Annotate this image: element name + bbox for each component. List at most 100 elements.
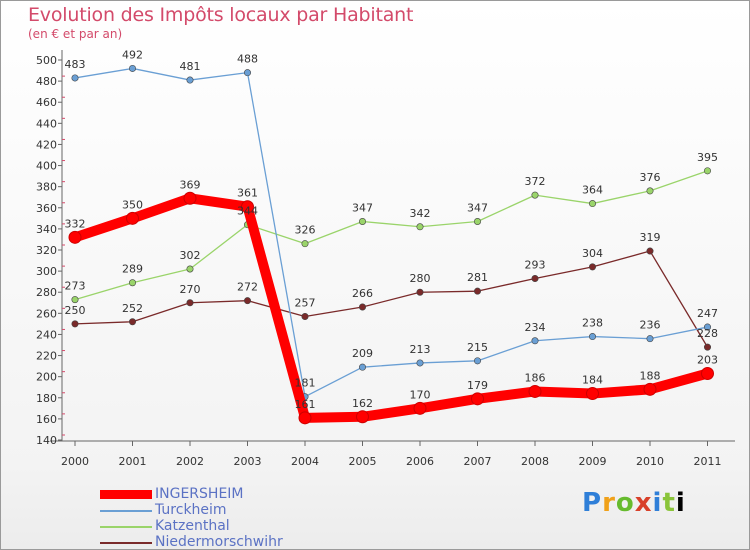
data-label-turckheim: 247 xyxy=(697,307,718,320)
y-tick-label: 320 xyxy=(36,244,57,257)
data-label-ingersheim: 332 xyxy=(65,217,86,230)
logo-letter: o xyxy=(615,488,635,518)
x-tick-label: 2008 xyxy=(521,455,549,468)
data-label-katzenthal: 273 xyxy=(65,280,86,293)
series-line-katzenthal xyxy=(74,170,709,301)
data-point-niedermorschwihr xyxy=(531,274,539,282)
data-point-turckheim xyxy=(244,69,252,77)
y-tick-label: 360 xyxy=(36,202,57,215)
data-label-niedermorschwihr: 272 xyxy=(237,281,258,294)
series-line-turckheim xyxy=(74,67,709,398)
legend-label-katzenthal: Katzenthal xyxy=(155,518,230,534)
data-label-turckheim: 492 xyxy=(122,48,143,61)
logo-letter: i xyxy=(675,488,686,518)
data-label-katzenthal: 372 xyxy=(525,175,546,188)
data-label-turckheim: 481 xyxy=(180,60,201,73)
data-label-ingersheim: 203 xyxy=(697,354,718,367)
y-tick-label: 240 xyxy=(36,328,57,341)
data-point-niedermorschwihr xyxy=(71,320,79,328)
data-point-katzenthal xyxy=(416,223,424,231)
data-point-niedermorschwihr xyxy=(186,299,194,307)
data-point-katzenthal xyxy=(129,279,137,287)
y-tick-label: 380 xyxy=(36,181,57,194)
data-label-niedermorschwihr: 319 xyxy=(640,231,661,244)
y-tick-label: 280 xyxy=(36,286,57,299)
data-point-ingersheim xyxy=(68,230,82,244)
data-label-turckheim: 209 xyxy=(352,347,373,360)
data-point-turckheim xyxy=(531,337,539,345)
data-label-niedermorschwihr: 293 xyxy=(525,259,546,272)
data-point-niedermorschwihr xyxy=(646,247,654,255)
legend-label-niedermorschwihr: Niedermorschwihr xyxy=(155,534,283,550)
x-tick-label: 2007 xyxy=(464,455,492,468)
data-label-niedermorschwihr: 270 xyxy=(180,283,201,296)
data-label-turckheim: 181 xyxy=(295,377,316,390)
data-point-katzenthal xyxy=(301,240,309,248)
legend-label-turckheim: Turckheim xyxy=(155,502,227,518)
data-point-niedermorschwihr xyxy=(473,287,481,295)
data-label-katzenthal: 289 xyxy=(122,263,143,276)
chart-subtitle: (en € et par an) xyxy=(28,27,123,41)
logo-letter: x xyxy=(634,488,653,518)
x-tick-label: 2010 xyxy=(636,455,664,468)
data-point-niedermorschwihr xyxy=(244,297,252,305)
y-tick-label: 460 xyxy=(36,96,57,109)
x-tick-label: 2002 xyxy=(176,455,204,468)
chart-title: Evolution des Impôts locaux par Habitant xyxy=(28,4,414,26)
data-label-katzenthal: 347 xyxy=(467,202,488,215)
x-tick-label: 2003 xyxy=(234,455,262,468)
data-label-turckheim: 238 xyxy=(582,317,603,330)
data-label-turckheim: 213 xyxy=(410,343,431,356)
y-tick-label: 260 xyxy=(36,307,57,320)
data-point-turckheim xyxy=(588,333,596,341)
data-point-ingersheim xyxy=(298,411,312,425)
data-label-katzenthal: 395 xyxy=(697,151,718,164)
data-point-niedermorschwihr xyxy=(358,303,366,311)
data-label-katzenthal: 342 xyxy=(410,207,431,220)
y-tick-label: 480 xyxy=(36,75,57,88)
data-point-turckheim xyxy=(473,357,481,365)
data-label-ingersheim: 179 xyxy=(467,379,488,392)
data-label-niedermorschwihr: 250 xyxy=(65,304,86,317)
data-label-ingersheim: 186 xyxy=(525,371,546,384)
data-label-niedermorschwihr: 281 xyxy=(467,271,488,284)
data-label-ingersheim: 184 xyxy=(582,374,603,387)
data-point-ingersheim xyxy=(413,401,427,415)
data-point-turckheim xyxy=(71,74,79,82)
data-point-katzenthal xyxy=(646,187,654,195)
data-point-ingersheim xyxy=(471,392,484,406)
data-point-niedermorschwihr xyxy=(416,288,424,296)
data-label-ingersheim: 188 xyxy=(640,369,661,382)
data-point-ingersheim xyxy=(126,211,139,225)
data-point-katzenthal xyxy=(588,200,596,208)
x-tick-label: 2011 xyxy=(694,455,722,468)
data-label-turckheim: 215 xyxy=(467,341,488,354)
y-tick-label: 180 xyxy=(36,392,57,405)
data-label-katzenthal: 376 xyxy=(640,171,661,184)
data-point-ingersheim xyxy=(241,200,254,214)
data-point-niedermorschwihr xyxy=(588,263,596,271)
data-point-turckheim xyxy=(646,335,654,343)
data-label-katzenthal: 326 xyxy=(295,224,316,237)
data-label-niedermorschwihr: 266 xyxy=(352,287,373,300)
y-tick-label: 160 xyxy=(36,413,57,426)
data-point-katzenthal xyxy=(358,218,366,226)
data-point-ingersheim xyxy=(586,387,599,401)
data-label-niedermorschwihr: 304 xyxy=(582,247,603,260)
y-tick-label: 500 xyxy=(36,54,57,67)
data-label-turckheim: 234 xyxy=(525,321,546,334)
data-point-ingersheim xyxy=(356,410,369,424)
data-point-ingersheim xyxy=(701,367,714,380)
x-tick-label: 2004 xyxy=(291,455,319,468)
data-label-ingersheim: 162 xyxy=(352,397,373,410)
data-point-katzenthal xyxy=(186,265,194,273)
data-label-katzenthal: 347 xyxy=(352,202,373,215)
data-label-ingersheim: 170 xyxy=(410,388,431,401)
logo-letter: i xyxy=(652,488,663,518)
x-tick-label: 2001 xyxy=(119,455,147,468)
data-label-katzenthal: 302 xyxy=(180,249,201,262)
y-tick-label: 420 xyxy=(36,138,57,151)
logo-letter: P xyxy=(582,488,603,518)
